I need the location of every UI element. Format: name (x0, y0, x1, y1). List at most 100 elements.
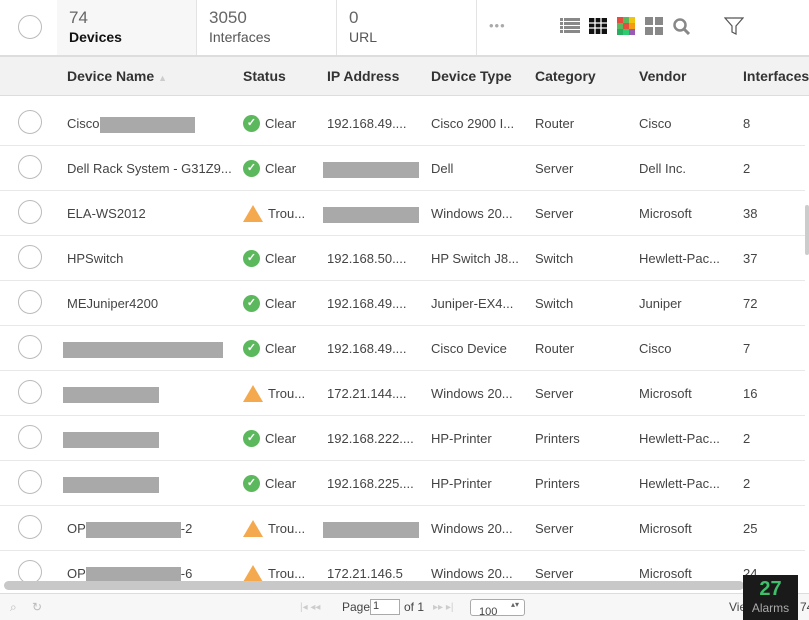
devices-count: 74 (69, 8, 88, 27)
column-category[interactable]: Category (535, 68, 596, 84)
category-cell: Server (535, 386, 574, 401)
ip-address-cell: 192.168.50.... (327, 251, 407, 266)
row-checkbox[interactable] (18, 155, 42, 179)
table-row[interactable]: OP -2 Trou... Windows 20... Server Micros… (0, 506, 805, 551)
status-cell: ✓ Clear (243, 160, 296, 177)
device-name-cell[interactable]: ELA-WS2012 (67, 206, 146, 221)
column-vendor[interactable]: Vendor (639, 68, 687, 84)
clear-status-icon: ✓ (243, 340, 260, 357)
vendor-cell: Microsoft (639, 521, 692, 536)
table-row[interactable]: MEJuniper4200 ✓ Clear 192.168.49.... Juni… (0, 281, 805, 326)
grid-view-icon[interactable] (588, 17, 608, 35)
tile-view-icon[interactable] (644, 17, 664, 35)
refresh-icon[interactable]: ↻ (32, 600, 43, 614)
search-toggle-icon[interactable]: ⌕ (10, 600, 17, 614)
devices-label: Devices (69, 29, 122, 45)
search-icon[interactable] (672, 17, 692, 35)
tab-url[interactable]: 0 URL (337, 0, 477, 55)
row-checkbox[interactable] (18, 470, 42, 494)
device-name-suffix: -2 (180, 521, 193, 536)
device-name-cell[interactable]: MEJuniper4200 (67, 296, 158, 311)
select-all-checkbox[interactable] (18, 15, 42, 39)
device-type-cell: Windows 20... (431, 386, 513, 401)
device-name-text: ELA-WS2012 (67, 206, 146, 221)
trouble-warning-icon (243, 385, 263, 402)
row-checkbox[interactable] (18, 200, 42, 224)
table-row[interactable]: Cisco ✓ Clear 192.168.49.... Cisco 2900 I… (0, 101, 805, 146)
view-label: Vie (729, 600, 747, 614)
device-name-cell[interactable] (63, 431, 159, 448)
table-row[interactable]: Dell Rack System - G31Z9... ✓ Clear Dell … (0, 146, 805, 191)
first-page-icon[interactable]: |◂ ◂◂ (300, 602, 321, 613)
status-text: Clear (265, 161, 297, 176)
device-type-cell: Juniper-EX4... (431, 296, 514, 311)
ip-address-cell: 192.168.49.... (327, 341, 407, 356)
table-row[interactable]: ✓ Clear 192.168.225.... HP-Printer Printe… (0, 461, 805, 506)
vendor-cell: Cisco (639, 341, 672, 356)
horizontal-scrollbar[interactable] (4, 581, 744, 590)
ip-text: 192.168.225.... (327, 476, 414, 491)
interfaces-cell: 7 (743, 341, 751, 356)
status-text: Clear (265, 431, 297, 446)
table-row[interactable]: HPSwitch ✓ Clear 192.168.50.... HP Switch… (0, 236, 805, 281)
column-interfaces[interactable]: Interfaces (743, 68, 809, 84)
category-cell: Server (535, 161, 574, 176)
category-cell: Server (535, 206, 574, 221)
column-device-name[interactable]: Device Name ▲ (67, 68, 167, 84)
table-row[interactable]: Trou... 172.21.144.... Windows 20... Ser… (0, 371, 805, 416)
next-page-icon[interactable]: ▸▸ ▸| (433, 602, 454, 613)
table-row[interactable]: ✓ Clear 192.168.49.... Cisco Device Route… (0, 326, 805, 371)
device-name-cell[interactable]: OP -6 (67, 566, 192, 583)
row-checkbox[interactable] (18, 335, 42, 359)
device-name-cell[interactable]: OP -2 (67, 521, 192, 538)
ip-address-cell: 172.21.144.... (327, 386, 407, 401)
category-cell: Server (535, 566, 574, 581)
row-checkbox[interactable] (18, 245, 42, 269)
tab-interfaces[interactable]: 3050 Interfaces (197, 0, 337, 55)
device-name-cell[interactable]: HPSwitch (67, 251, 123, 266)
vendor-cell: Hewlett-Pac... (639, 251, 720, 266)
ip-address-cell (323, 161, 419, 178)
status-cell: Trou... (243, 205, 305, 222)
clear-status-icon: ✓ (243, 160, 260, 177)
interfaces-label: Interfaces (209, 29, 271, 45)
column-status[interactable]: Status (243, 68, 286, 84)
alarms-badge[interactable]: 27 Alarms (743, 575, 798, 620)
device-name-cell[interactable] (63, 476, 159, 493)
page-size-select[interactable]: 100 ▴▾ (470, 599, 525, 618)
status-text: Clear (265, 296, 297, 311)
status-cell: ✓ Clear (243, 115, 296, 132)
filter-icon[interactable] (724, 17, 744, 35)
list-view-icon[interactable] (560, 17, 580, 35)
page-input[interactable]: 1 (370, 599, 400, 615)
device-type-cell: Windows 20... (431, 521, 513, 536)
interfaces-cell: 16 (743, 386, 758, 401)
row-checkbox[interactable] (18, 380, 42, 404)
row-checkbox[interactable] (18, 110, 42, 134)
device-name-cell[interactable] (63, 341, 223, 358)
status-cell: ✓ Clear (243, 295, 296, 312)
ip-address-cell: 192.168.225.... (327, 476, 414, 491)
ip-address-cell (323, 521, 419, 538)
tab-devices[interactable]: 74 Devices (57, 0, 197, 55)
device-name-text: MEJuniper4200 (67, 296, 159, 311)
table-row[interactable]: ✓ Clear 192.168.222.... HP-Printer Printe… (0, 416, 805, 461)
status-text: Clear (265, 251, 297, 266)
top-bar: 74 Devices 3050 Interfaces 0 URL ••• (0, 0, 809, 57)
column-device-type[interactable]: Device Type (431, 68, 512, 84)
heatmap-view-icon[interactable] (616, 17, 636, 35)
row-checkbox[interactable] (18, 290, 42, 314)
more-options-button[interactable]: ••• (489, 18, 506, 33)
device-type-cell: Windows 20... (431, 566, 513, 581)
vertical-scrollbar[interactable] (805, 205, 809, 255)
row-checkbox[interactable] (18, 515, 42, 539)
row-checkbox[interactable] (18, 425, 42, 449)
interfaces-cell: 2 (743, 476, 751, 491)
device-name-cell[interactable] (63, 386, 159, 403)
ip-text: 192.168.222.... (327, 431, 414, 446)
table-row[interactable]: ELA-WS2012 Trou... Windows 20... Server … (0, 191, 805, 236)
status-cell: Trou... (243, 385, 305, 402)
device-name-cell[interactable]: Cisco (67, 116, 195, 133)
device-name-cell[interactable]: Dell Rack System - G31Z9... (67, 161, 232, 176)
column-ip-address[interactable]: IP Address (327, 68, 400, 84)
